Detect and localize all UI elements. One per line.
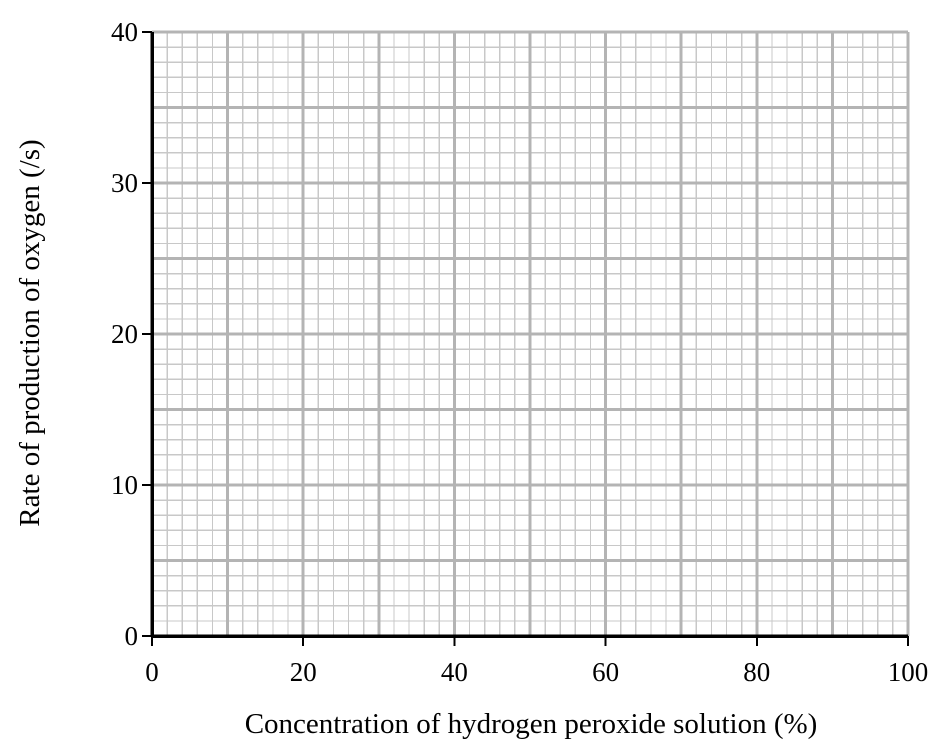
x-axis-ticks: 0 20 40 60 80 100 [145,636,928,687]
x-tick-label: 40 [441,657,468,687]
y-tick-label: 30 [111,168,138,198]
x-tick-label: 100 [888,657,929,687]
major-gridlines [152,30,910,636]
x-tick-label: 60 [592,657,619,687]
x-tick-label: 20 [290,657,317,687]
y-tick-label: 0 [125,621,139,651]
y-tick-label: 20 [111,319,138,349]
y-tick-label: 40 [111,17,138,47]
y-tick-label: 10 [111,470,138,500]
x-axis-title: Concentration of hydrogen peroxide solut… [245,708,818,740]
y-axis-ticks: 0 10 20 30 40 [111,17,152,651]
y-axis-title: Rate of production of oxygen (/s) [14,139,46,526]
x-tick-label: 0 [145,657,159,687]
x-tick-label: 80 [743,657,770,687]
